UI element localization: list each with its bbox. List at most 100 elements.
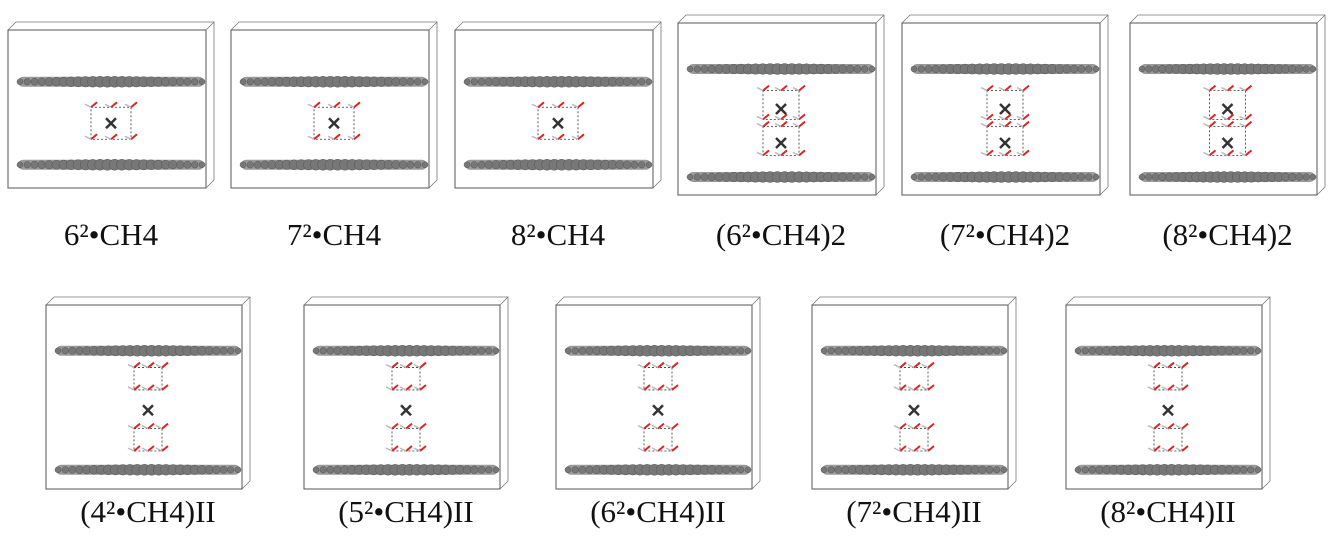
water <box>775 152 781 155</box>
water <box>314 134 320 139</box>
atom <box>869 174 875 180</box>
atom <box>399 161 407 169</box>
water <box>775 124 781 127</box>
panel-label: (8²•CH4)II <box>1100 494 1236 529</box>
water <box>406 363 412 368</box>
atom <box>861 66 868 73</box>
water <box>894 365 900 368</box>
water <box>156 426 162 429</box>
water <box>793 116 799 119</box>
atom <box>1289 65 1297 73</box>
water <box>134 385 140 390</box>
panel: 7²•CH4 <box>231 22 437 252</box>
atom <box>986 347 993 354</box>
water <box>1228 122 1234 127</box>
cell-box <box>1130 23 1317 195</box>
atom <box>694 174 701 181</box>
atom <box>1152 65 1159 72</box>
water <box>572 104 578 107</box>
atom <box>493 467 499 473</box>
atom <box>199 79 205 85</box>
water <box>638 426 644 429</box>
atom <box>471 161 478 168</box>
atom <box>247 161 254 168</box>
atom <box>978 466 986 474</box>
water <box>894 426 900 429</box>
water <box>922 387 928 390</box>
water <box>644 424 650 429</box>
water <box>111 134 117 139</box>
water <box>1204 152 1210 155</box>
atom <box>687 66 693 72</box>
water <box>1005 122 1011 127</box>
water <box>666 387 672 390</box>
atom <box>1093 174 1099 180</box>
water <box>1182 363 1188 368</box>
atom <box>971 466 979 474</box>
atom <box>17 162 23 168</box>
atom <box>471 78 478 85</box>
atom <box>701 65 708 72</box>
atom <box>616 78 624 86</box>
atom <box>715 347 723 355</box>
atom <box>1247 466 1254 473</box>
atom <box>586 347 594 355</box>
water <box>652 426 658 429</box>
atom <box>1096 466 1104 474</box>
atom <box>1096 347 1104 355</box>
panel-label: (7²•CH4)2 <box>940 217 1070 252</box>
atom <box>842 347 850 355</box>
panel-label: (6²•CH4)2 <box>716 217 846 252</box>
water <box>908 426 914 429</box>
water <box>908 365 914 368</box>
atom <box>842 466 850 474</box>
atom <box>240 79 246 85</box>
water <box>763 114 769 119</box>
water <box>406 385 412 390</box>
atom <box>978 347 986 355</box>
atom <box>176 78 184 86</box>
atom <box>631 78 638 85</box>
atom <box>1255 348 1261 354</box>
water <box>532 104 538 107</box>
atom <box>1232 347 1240 355</box>
atom <box>392 161 400 169</box>
water <box>1176 365 1182 368</box>
water <box>420 446 426 451</box>
water <box>922 365 928 368</box>
atom <box>730 347 737 354</box>
water <box>652 448 658 451</box>
atom <box>821 467 827 473</box>
water <box>644 363 650 368</box>
water <box>1162 448 1168 451</box>
atom <box>1089 347 1096 354</box>
atom <box>485 347 492 354</box>
water <box>1023 86 1029 91</box>
atom <box>687 174 693 180</box>
atom <box>414 78 421 85</box>
panel-label: (4²•CH4)II <box>80 494 216 529</box>
atom <box>1303 174 1310 181</box>
water <box>142 387 148 390</box>
water <box>638 365 644 368</box>
panel: (4²•CH4)II <box>46 297 250 529</box>
atom <box>1085 66 1092 73</box>
water <box>763 86 769 91</box>
atom <box>24 161 31 168</box>
water <box>134 424 140 429</box>
atom <box>846 173 854 181</box>
water <box>386 448 392 451</box>
water <box>1023 114 1029 119</box>
water <box>763 122 769 127</box>
panel-label: (7²•CH4)II <box>846 494 982 529</box>
atom <box>715 466 723 474</box>
atom <box>918 174 925 181</box>
atom <box>1225 347 1233 355</box>
water <box>914 363 920 368</box>
water <box>111 102 117 107</box>
water <box>1222 124 1228 127</box>
water <box>1023 122 1029 127</box>
atom <box>623 161 631 169</box>
atom <box>971 347 979 355</box>
water <box>1246 86 1252 91</box>
